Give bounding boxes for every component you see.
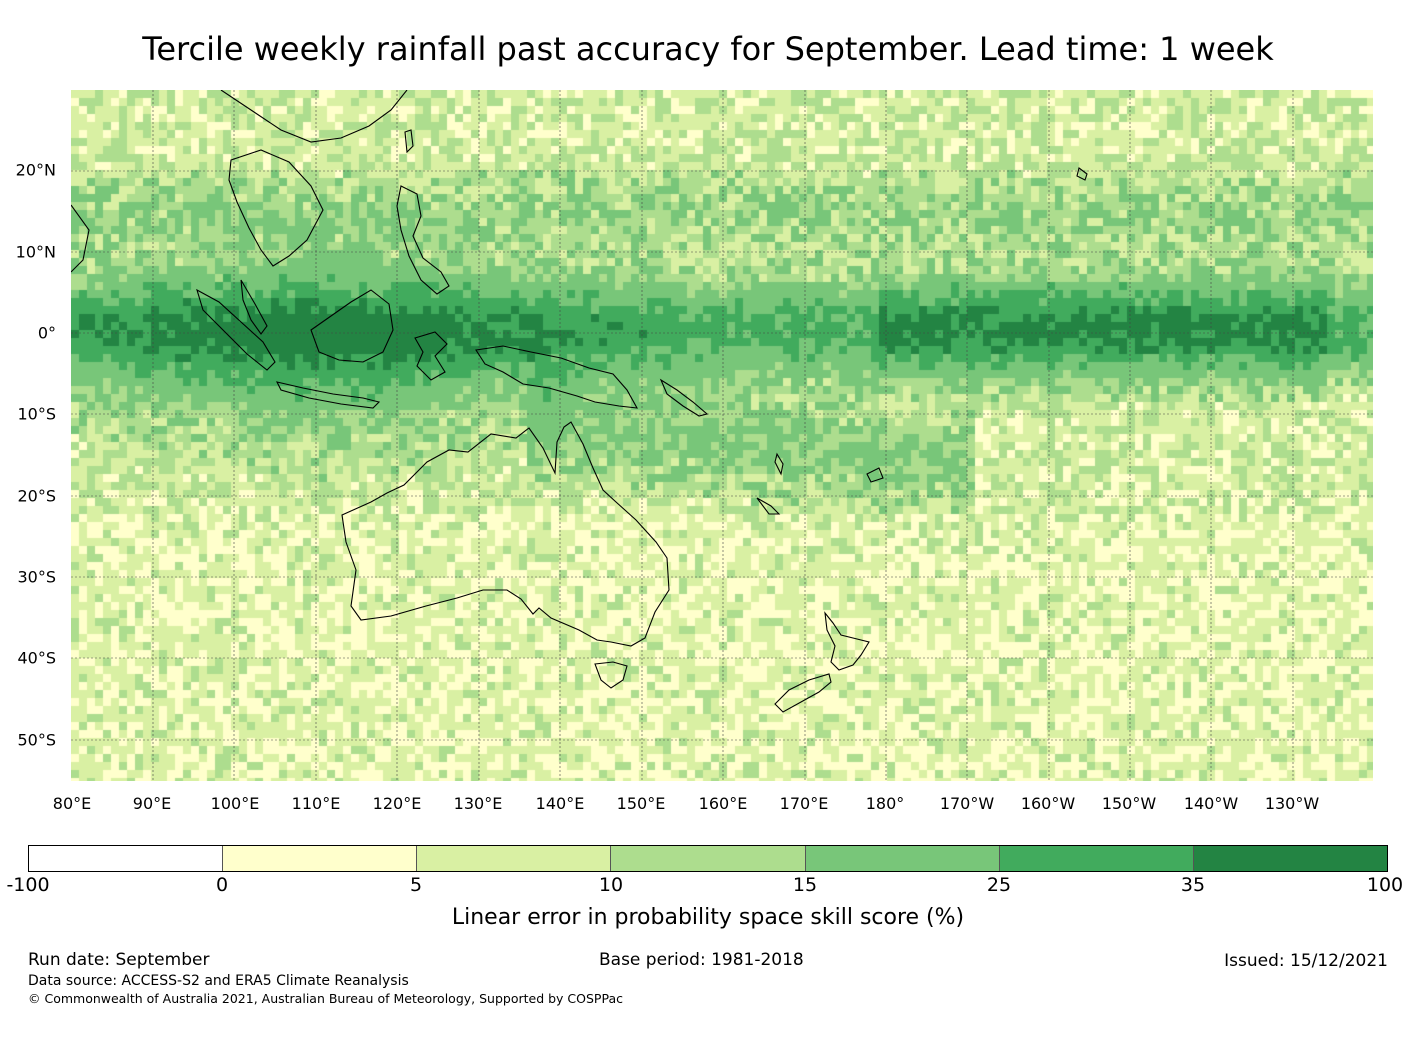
- australia-coastline: [341, 421, 670, 647]
- new-guinea-coastline: [475, 345, 638, 409]
- colorbar-segment: [805, 846, 1000, 871]
- lat-label: 50°S: [17, 730, 56, 750]
- colorbar-segment: [29, 846, 224, 871]
- india-coastline: [71, 204, 90, 273]
- hawaii-coastline: [1076, 167, 1088, 181]
- lon-label: 170°W: [939, 794, 995, 813]
- sulawesi-coastline: [414, 331, 448, 381]
- colorbar-tick: 15: [792, 874, 818, 896]
- colorbar: [28, 845, 1388, 872]
- lon-label: 110°E: [291, 794, 341, 813]
- graticule: [71, 90, 1373, 781]
- colorbar-tick: 5: [409, 874, 423, 896]
- base-period: Base period: 1981-2018: [599, 950, 804, 970]
- lon-label: 100°E: [210, 794, 260, 813]
- lon-label: 80°E: [52, 794, 92, 813]
- copyright: © Commonwealth of Australia 2021, Austra…: [28, 991, 623, 1006]
- colorbar-segment: [611, 846, 806, 871]
- lon-label: 90°E: [132, 794, 172, 813]
- lat-label: 20°S: [17, 486, 56, 506]
- java-coastline: [275, 381, 381, 409]
- philippines-coastline: [396, 185, 450, 295]
- vanuatu-coastline: [774, 452, 784, 476]
- colorbar-segment: [417, 846, 612, 871]
- lon-label: 130°E: [453, 794, 503, 813]
- lat-label: 30°S: [17, 567, 56, 587]
- colorbar-tick: -100: [6, 874, 50, 896]
- data-source: Data source: ACCESS-S2 and ERA5 Climate …: [28, 973, 409, 989]
- lat-label: 0°: [37, 323, 56, 343]
- map-overlay: [71, 90, 1373, 781]
- colorbar-segment: [1193, 846, 1387, 871]
- skill-score-map: [71, 90, 1373, 781]
- colorbar-tick: 100: [1366, 874, 1404, 896]
- lat-label: 20°N: [15, 160, 56, 180]
- lon-label: 160°E: [698, 794, 748, 813]
- colorbar-tick: 35: [1180, 874, 1206, 896]
- lat-label: 10°N: [15, 242, 56, 262]
- lon-label: 180°: [865, 794, 905, 813]
- lat-label: 40°S: [17, 648, 56, 668]
- coastlines: [71, 90, 1088, 713]
- colorbar-label: Linear error in probability space skill …: [451, 905, 965, 930]
- new-zealand-north-coastline: [824, 611, 870, 671]
- sumatra-coastline: [196, 288, 276, 371]
- colorbar-segment: [223, 846, 418, 871]
- new-caledonia-coastline: [756, 497, 781, 515]
- solomon-islands-coastline: [659, 378, 709, 417]
- lon-label: 130°W: [1264, 794, 1320, 813]
- lon-label: 160°W: [1020, 794, 1076, 813]
- lon-label: 140°E: [535, 794, 585, 813]
- issued-date: Issued: 15/12/2021: [1224, 951, 1388, 971]
- borneo-coastline: [310, 289, 394, 363]
- colorbar-tick: 25: [986, 874, 1012, 896]
- colorbar-tick: 0: [215, 874, 229, 896]
- china-coastline: [220, 90, 408, 143]
- colorbar-segment: [999, 846, 1194, 871]
- skill-heatmap: [71, 90, 1373, 781]
- tasmania-coastline: [594, 661, 628, 689]
- chart-title: Tercile weekly rainfall past accuracy fo…: [142, 30, 1274, 68]
- lon-label: 140°W: [1183, 794, 1239, 813]
- lon-label: 120°E: [372, 794, 422, 813]
- colorbar-tick: 10: [598, 874, 624, 896]
- taiwan-coastline: [404, 129, 414, 154]
- lat-label: 10°S: [17, 404, 56, 424]
- lon-label: 150°E: [616, 794, 666, 813]
- indochina-coastline: [228, 149, 324, 267]
- lon-label: 170°E: [779, 794, 829, 813]
- fiji-coastline: [866, 467, 884, 483]
- lon-label: 150°W: [1101, 794, 1157, 813]
- malay-peninsula-coastline: [240, 279, 268, 335]
- run-date: Run date: September: [28, 950, 210, 970]
- new-zealand-south-coastline: [774, 673, 832, 713]
